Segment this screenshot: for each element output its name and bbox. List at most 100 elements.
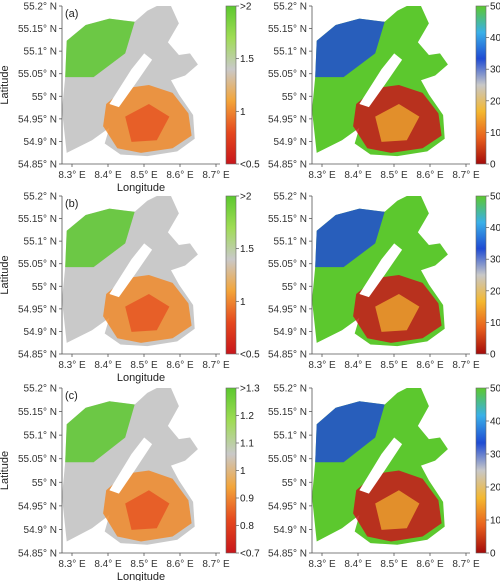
x-tick-label: 8.3° E (58, 559, 86, 570)
colorbar (225, 5, 237, 165)
map-land-island (359, 53, 403, 108)
y-tick-label: 54.85° N (18, 549, 57, 560)
x-tick-label: 8.6° E (166, 559, 194, 570)
colorbar-tick-label: 1 (240, 466, 246, 477)
x-tick-label: 8.5° E (130, 360, 158, 371)
y-tick-label: 55.2° N (274, 384, 307, 395)
x-tick-label: 8.7° E (202, 170, 230, 181)
y-tick-label: 55.1° N (24, 237, 57, 248)
y-tick-label: 55.15° N (18, 214, 57, 225)
colorbar-tick-label: 30 (490, 255, 500, 266)
x-axis-label: Longitude (117, 372, 165, 384)
map-outer-sea (65, 401, 135, 463)
panel-2: 55.2° N 55.15° N 55.1° N 55.05° N 55° N 54.95… (268, 2, 500, 182)
y-tick-label: 55.05° N (268, 454, 307, 465)
map-outer-sea (65, 208, 135, 268)
map-outer-sea (315, 401, 385, 463)
y-tick-label: 55.05° N (268, 259, 307, 270)
panel-label: (b) (65, 198, 78, 210)
x-tick-label: 8.7° E (452, 360, 480, 371)
y-tick-label: 55.2° N (24, 384, 57, 395)
x-axis-label: Longitude (117, 182, 165, 194)
colorbar-tick-label: 50 (490, 2, 500, 13)
map-land-island (359, 243, 403, 298)
panel-3: 55.2° N 55.15° N 55.1° N 55.05° N 55° N 54.95… (0, 192, 260, 385)
colorbar-tick-label: 1.5 (240, 244, 254, 255)
y-tick-label: 55.05° N (268, 69, 307, 80)
y-axis-label: Latitude (0, 65, 11, 104)
x-tick-label: 8.3° E (308, 360, 336, 371)
y-tick-label: 54.9° N (274, 137, 307, 148)
y-tick-label: 54.85° N (268, 549, 307, 560)
y-axis-label: Latitude (0, 255, 11, 294)
y-tick-label: 54.95° N (18, 501, 57, 512)
panel-1: 55.2° N 55.15° N 55.1° N 55.05° N 55° N 54.95… (0, 2, 260, 195)
colorbar-tick-label: >2 (240, 192, 252, 203)
y-tick-label: 55° N (32, 478, 57, 489)
y-tick-label: 55.05° N (18, 454, 57, 465)
map-land-island (109, 437, 153, 494)
colorbar-tick-label: 20 (490, 286, 500, 297)
y-tick-label: 55.15° N (268, 214, 307, 225)
y-tick-label: 55.1° N (274, 237, 307, 248)
x-tick-label: 8.4° E (94, 170, 122, 181)
map-tidal-flats (375, 294, 420, 332)
y-tick-label: 54.95° N (268, 501, 307, 512)
y-tick-label: 54.95° N (18, 304, 57, 315)
colorbar-tick-label: 1.2 (240, 411, 254, 422)
y-tick-label: 55° N (282, 282, 307, 293)
colorbar-tick-label: 0.9 (240, 494, 254, 505)
x-axis-label: Longitude (117, 571, 165, 581)
x-tick-label: 8.4° E (344, 559, 372, 570)
colorbar-tick-label: 40 (490, 33, 500, 44)
x-tick-label: 8.5° E (130, 559, 158, 570)
map-tidal-flats (375, 490, 420, 530)
colorbar (475, 387, 487, 554)
y-tick-label: 54.95° N (18, 114, 57, 125)
y-tick-label: 54.85° N (268, 160, 307, 171)
colorbar-tick-label: >2 (240, 2, 252, 13)
x-tick-label: 8.6° E (416, 170, 444, 181)
map-tidal-flats (125, 294, 170, 332)
colorbar (475, 5, 487, 165)
y-tick-label: 55.1° N (24, 431, 57, 442)
x-tick-label: 8.7° E (202, 360, 230, 371)
colorbar-tick-label: <0.5 (240, 160, 260, 171)
colorbar-tick-label: <0.5 (240, 350, 260, 361)
x-tick-label: 8.3° E (308, 170, 336, 181)
y-tick-label: 54.85° N (18, 350, 57, 361)
y-tick-label: 55° N (282, 478, 307, 489)
y-tick-label: 54.85° N (18, 160, 57, 171)
x-tick-label: 8.5° E (380, 170, 408, 181)
colorbar-tick-label: 1.1 (240, 439, 254, 450)
x-tick-label: 8.6° E (416, 559, 444, 570)
colorbar-tick-label: 1 (240, 107, 246, 118)
map-land-island (109, 53, 153, 108)
colorbar-tick-label: 40 (490, 417, 500, 428)
colorbar-tick-label: 30 (490, 450, 500, 461)
y-tick-label: 55.2° N (274, 192, 307, 203)
y-tick-label: 54.9° N (24, 137, 57, 148)
colorbar-tick-label: 50 (490, 192, 500, 203)
colorbar (225, 387, 237, 554)
panel-4: 55.2° N 55.15° N 55.1° N 55.05° N 55° N 54.95… (268, 192, 500, 372)
x-tick-label: 8.5° E (380, 559, 408, 570)
map-tidal-flats (125, 104, 170, 142)
y-tick-label: 55.2° N (24, 192, 57, 203)
map-land-island (109, 243, 153, 298)
colorbar-tick-label: 0 (490, 160, 496, 171)
y-tick-label: 55.1° N (24, 47, 57, 58)
map-outer-sea (65, 18, 135, 78)
panel-label: (c) (65, 390, 78, 402)
colorbar-tick-label: 10 (490, 516, 500, 527)
colorbar-tick-label: 40 (490, 223, 500, 234)
colorbar-tick-label: 0.8 (240, 521, 254, 532)
colorbar-tick-label: 10 (490, 128, 500, 139)
colorbar-tick-label: 1.5 (240, 54, 254, 65)
x-tick-label: 8.5° E (130, 170, 158, 181)
y-tick-label: 55.1° N (274, 47, 307, 58)
y-tick-label: 54.95° N (268, 114, 307, 125)
y-tick-label: 55.05° N (18, 259, 57, 270)
x-tick-label: 8.6° E (166, 170, 194, 181)
